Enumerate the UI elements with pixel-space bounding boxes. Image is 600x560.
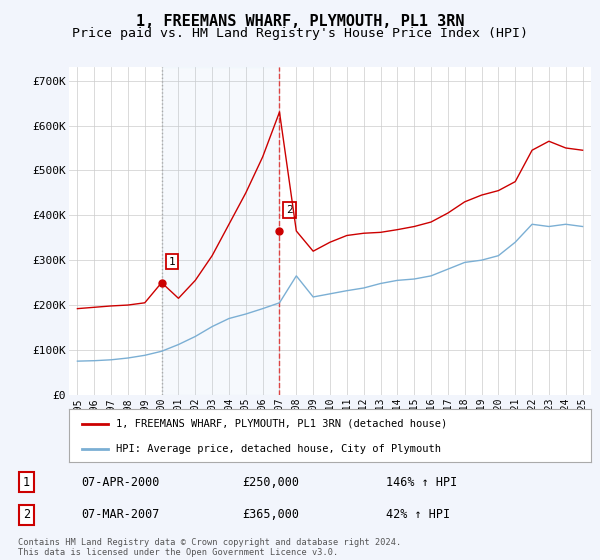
Text: 07-APR-2000: 07-APR-2000	[81, 475, 160, 489]
Text: 2: 2	[23, 508, 30, 521]
Text: 1, FREEMANS WHARF, PLYMOUTH, PL1 3RN (detached house): 1, FREEMANS WHARF, PLYMOUTH, PL1 3RN (de…	[116, 419, 447, 429]
Text: 1: 1	[23, 475, 30, 489]
Text: £250,000: £250,000	[242, 475, 299, 489]
Text: Price paid vs. HM Land Registry's House Price Index (HPI): Price paid vs. HM Land Registry's House …	[72, 27, 528, 40]
Text: HPI: Average price, detached house, City of Plymouth: HPI: Average price, detached house, City…	[116, 444, 441, 454]
Text: Contains HM Land Registry data © Crown copyright and database right 2024.
This d: Contains HM Land Registry data © Crown c…	[18, 538, 401, 557]
Text: 07-MAR-2007: 07-MAR-2007	[81, 508, 160, 521]
Text: £365,000: £365,000	[242, 508, 299, 521]
Text: 1: 1	[169, 256, 175, 267]
Text: 2: 2	[286, 205, 293, 215]
Bar	[161, 67, 280, 395]
Text: 42% ↑ HPI: 42% ↑ HPI	[386, 508, 451, 521]
Text: 1, FREEMANS WHARF, PLYMOUTH, PL1 3RN: 1, FREEMANS WHARF, PLYMOUTH, PL1 3RN	[136, 14, 464, 29]
Text: 146% ↑ HPI: 146% ↑ HPI	[386, 475, 458, 489]
